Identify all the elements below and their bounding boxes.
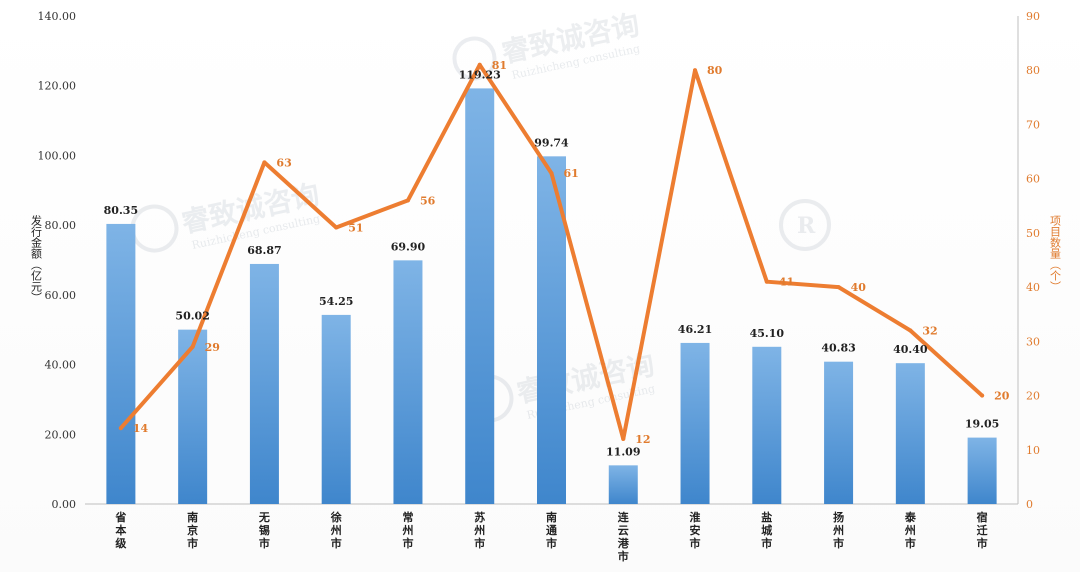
line-point-8 [693, 68, 698, 73]
category-label-7: 连云港市 [618, 510, 630, 563]
right-tick-6: 60 [1026, 173, 1040, 186]
watermark-2: 睿致诚咨询 Ruizhicheng consulting [130, 178, 322, 253]
line-data-labels: 14 29 63 51 56 81 61 12 80 41 40 32 20 [133, 59, 1010, 446]
bar-label-6: 99.74 [534, 136, 569, 149]
line-point-12 [980, 393, 985, 398]
watermark-logo-letter: R [797, 213, 816, 239]
line-label-9: 41 [779, 276, 794, 289]
bar-10 [824, 361, 854, 504]
left-tick-7: 140.00 [38, 10, 77, 23]
left-axis-ticks: 0.00 20.00 40.00 60.00 80.00 100.00 120.00 140.… [38, 10, 77, 511]
left-tick-3: 60.00 [45, 289, 77, 302]
watermark-logo-icon [452, 36, 497, 81]
bar-label-3: 54.25 [319, 295, 353, 308]
bar-label-8: 46.21 [678, 323, 712, 336]
line-point-1 [190, 344, 195, 349]
category-label-2: 无锡市 [258, 511, 270, 550]
line-label-5: 81 [492, 59, 507, 72]
line-point-9 [764, 279, 769, 284]
line-label-8: 80 [707, 64, 723, 77]
category-label-6: 南通市 [546, 510, 557, 550]
category-label-0: 省本级 [114, 510, 127, 550]
bar-7 [608, 465, 638, 504]
bar-label-11: 40.40 [893, 343, 928, 356]
category-label-12: 宿迁市 [977, 510, 988, 550]
line-point-5 [477, 62, 482, 67]
line-label-2: 63 [276, 156, 291, 169]
right-tick-9: 90 [1026, 10, 1040, 23]
line-label-1: 29 [205, 341, 220, 354]
line-label-10: 40 [851, 281, 867, 294]
line-point-7 [621, 436, 626, 441]
left-tick-4: 80.00 [45, 219, 77, 232]
line-label-3: 51 [348, 221, 363, 234]
bar-label-2: 68.87 [247, 244, 281, 257]
line-point-4 [405, 198, 410, 203]
bar-0 [106, 223, 136, 504]
right-tick-1: 10 [1026, 444, 1040, 457]
y-axis-title: 发行金额（亿元） [30, 214, 43, 303]
bar-11 [895, 363, 925, 504]
left-tick-5: 100.00 [38, 149, 77, 162]
bar-8 [680, 342, 710, 504]
right-tick-8: 80 [1026, 64, 1040, 77]
line-point-11 [908, 328, 913, 333]
right-tick-5: 50 [1026, 227, 1040, 240]
watermark-4: R [779, 199, 831, 251]
category-labels: 省本级 南京市 无锡市 徐州市 常州市 苏州市 南通市 连云港市 淮安市 盐城市 扬州市 泰州市 宿迁市 [114, 510, 987, 563]
bar-label-5: 119.23 [459, 68, 501, 81]
bar-series [106, 88, 997, 505]
line-label-12: 20 [994, 390, 1010, 403]
bar-label-9: 45.10 [750, 327, 785, 340]
left-tick-2: 40.00 [45, 359, 77, 372]
line-label-7: 12 [635, 433, 650, 446]
bar-label-10: 40.83 [821, 342, 855, 355]
bar-3 [321, 314, 351, 504]
category-label-9: 盐城市 [761, 510, 772, 550]
bar-5 [465, 88, 495, 504]
bar-12 [967, 437, 997, 504]
right-tick-3: 30 [1026, 335, 1040, 348]
bar-label-7: 11.09 [606, 445, 640, 458]
bar-4 [393, 260, 423, 504]
line-series [118, 62, 985, 441]
category-label-4: 常州市 [401, 510, 413, 550]
bar-label-0: 80.35 [104, 204, 138, 217]
line-label-6: 61 [564, 167, 579, 180]
right-tick-4: 40 [1026, 281, 1040, 294]
bar-label-4: 69.90 [391, 240, 426, 253]
bar-label-12: 19.05 [965, 418, 999, 431]
line-point-6 [549, 171, 554, 176]
y2-axis-title: 项目数量（个） [1049, 215, 1062, 292]
line-point-10 [836, 285, 841, 290]
category-label-11: 泰州市 [904, 510, 917, 550]
category-label-3: 徐州市 [330, 510, 342, 550]
left-tick-0: 0.00 [52, 498, 77, 511]
right-axis-ticks: 0 10 20 30 40 50 60 70 80 90 [1026, 10, 1040, 511]
line-label-4: 56 [420, 194, 436, 207]
category-label-10: 扬州市 [832, 510, 844, 550]
line-label-0: 14 [133, 422, 149, 435]
line-point-3 [334, 225, 339, 230]
right-tick-7: 70 [1026, 118, 1040, 131]
category-label-5: 苏州市 [473, 510, 485, 550]
left-tick-6: 120.00 [38, 80, 77, 93]
category-label-8: 淮安市 [690, 510, 701, 550]
bar-9 [752, 346, 782, 504]
right-tick-2: 20 [1026, 390, 1040, 403]
bar-label-1: 50.02 [175, 310, 209, 323]
category-label-1: 南京市 [187, 510, 198, 550]
line-point-2 [262, 160, 267, 165]
bar-2 [249, 263, 279, 504]
left-tick-1: 20.00 [45, 428, 77, 441]
line-point-0 [118, 426, 123, 431]
right-tick-0: 0 [1026, 498, 1033, 511]
bar-data-labels: 80.35 50.02 68.87 54.25 69.90 119.23 99.74 11.0… [104, 68, 1000, 458]
line-label-11: 32 [922, 324, 937, 337]
watermark-logo-icon [779, 199, 831, 251]
